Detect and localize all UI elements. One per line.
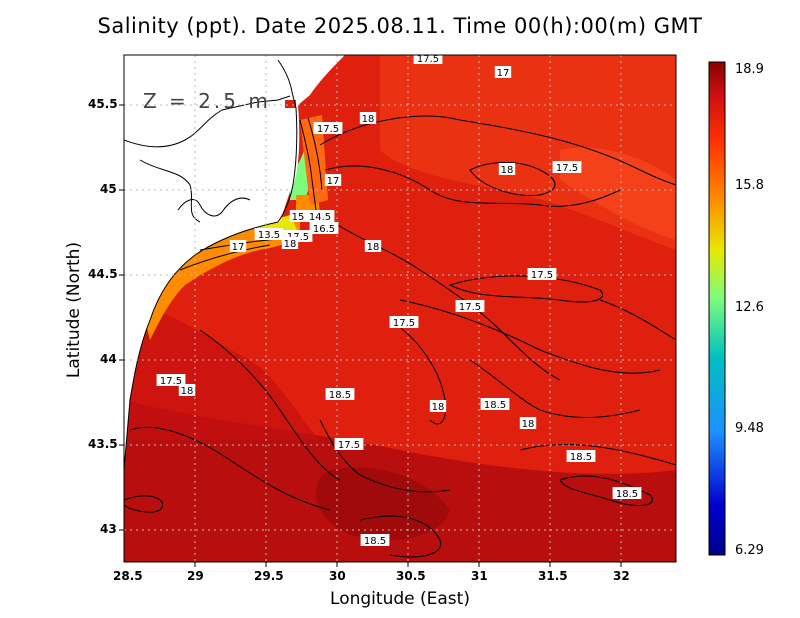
- contour-label: 17.5: [317, 124, 339, 135]
- contour-label-box: [324, 174, 342, 186]
- coastline-west: [124, 221, 279, 471]
- contour-label-box: [612, 487, 642, 499]
- plot-frame: [123, 54, 677, 563]
- y-tick-label: 45.5: [88, 97, 118, 111]
- contour-label-box: [178, 384, 196, 396]
- map-title: Salinity (ppt). Date 2025.08.11. Time 00…: [97, 14, 703, 38]
- sea-deep-eddy: [316, 467, 450, 541]
- contour-label-box: [566, 450, 596, 462]
- grid-lines: [124, 55, 676, 562]
- contour-label-box: [313, 122, 343, 134]
- contour-label: 18.5: [484, 400, 506, 411]
- contour-label: 14.5: [309, 212, 331, 223]
- contour-label-box: [389, 316, 419, 328]
- contour-label: 17.5: [160, 376, 182, 387]
- colorbar-label: 15.8: [735, 178, 764, 193]
- sea-deep-west: [124, 300, 320, 440]
- contour-label: 17.5: [417, 54, 439, 65]
- y-tick-label: 45: [100, 182, 117, 196]
- contour-label-box: [289, 210, 307, 222]
- x-axis-label: Longitude (East): [330, 589, 470, 609]
- contour-label-box: [364, 240, 382, 252]
- contour-label: 18.5: [570, 452, 592, 463]
- y-axis-label: Latitude (North): [64, 241, 84, 379]
- contour-label: 18: [432, 402, 445, 413]
- contour-label: 17: [232, 242, 245, 253]
- contour-label-box: [156, 374, 186, 386]
- y-tick-label: 43.5: [88, 437, 118, 451]
- x-tick-label: 30: [329, 569, 346, 583]
- contour-label-box: [494, 66, 512, 78]
- contour-label: 18: [501, 165, 514, 176]
- contour-label-box: [305, 210, 335, 222]
- colorbar-label: 9.48: [735, 421, 764, 436]
- contour-label-box: [519, 417, 537, 429]
- contour-label-box: [334, 438, 364, 450]
- contour-label: 17.5: [393, 318, 415, 329]
- x-tick-label: 29: [187, 569, 204, 583]
- contour-labels: 17.5171817.5171817.51514.516.517.513.518…: [156, 54, 642, 547]
- contour-label: 18: [362, 114, 375, 125]
- x-tick-label: 31.5: [538, 569, 568, 583]
- contour-label-box: [480, 398, 510, 410]
- contour-label: 18.5: [364, 536, 386, 547]
- contour-label-box: [429, 400, 447, 412]
- contour-label-box: [360, 534, 390, 546]
- contour-label-box: [527, 268, 557, 280]
- colorbar-label: 18.9: [735, 62, 764, 77]
- land-edge-cell: [285, 100, 296, 108]
- y-tick-label: 44.5: [88, 267, 118, 281]
- contour-label: 17.5: [556, 163, 578, 174]
- contour-label-box: [498, 163, 516, 175]
- inland-boundary: [139, 159, 201, 223]
- contour-label: 18: [367, 242, 380, 253]
- contour-label-box: [359, 112, 377, 124]
- map-plot-area: 17.5171817.5171817.51514.516.517.513.518…: [124, 54, 676, 562]
- y-tick-label: 44: [100, 352, 117, 366]
- contour-label: 18.5: [616, 489, 638, 500]
- x-tick-label: 28.5: [113, 569, 143, 583]
- contour-label-box: [254, 228, 284, 240]
- depth-label: Z = 2.5 m: [143, 89, 271, 113]
- sea-light-zone-2: [560, 147, 676, 240]
- contour-label: 18: [181, 386, 194, 397]
- contour-label: 17.5: [338, 440, 360, 451]
- contour-label-box: [455, 300, 485, 312]
- contour-label-box: [552, 161, 582, 173]
- coastline-delta: [277, 59, 298, 223]
- contour-label: 17.5: [531, 270, 553, 281]
- contour-label-box: [325, 388, 355, 400]
- contour-label: 18: [522, 419, 535, 430]
- axis-ticks: [119, 104, 622, 567]
- land-mass: [124, 55, 345, 470]
- colorbar-label: 6.29: [735, 543, 764, 558]
- lake-outline: [177, 197, 251, 217]
- contour-label: 15: [292, 212, 305, 223]
- colorbar-label: 12.6: [735, 300, 764, 315]
- x-tick-label: 31: [471, 569, 488, 583]
- x-tick-label: 29.5: [254, 569, 284, 583]
- x-tick-label: 30.5: [396, 569, 426, 583]
- y-tick-label: 43: [100, 522, 117, 536]
- contour-label: 18.5: [329, 390, 351, 401]
- contour-label-box: [413, 55, 443, 64]
- border-line: [124, 95, 291, 148]
- contour-label: 18: [284, 239, 297, 250]
- contour-label: 17: [327, 176, 340, 187]
- contour-label: 17.5: [459, 302, 481, 313]
- x-tick-label: 32: [613, 569, 630, 583]
- contour-label: 17: [497, 68, 510, 79]
- contour-label-box: [281, 237, 299, 249]
- contour-label-box: [229, 240, 247, 252]
- contour-label: 16.5: [313, 224, 335, 235]
- contour-label: 13.5: [258, 230, 280, 241]
- contour-label-box: [309, 222, 339, 234]
- colorbar: [708, 61, 726, 556]
